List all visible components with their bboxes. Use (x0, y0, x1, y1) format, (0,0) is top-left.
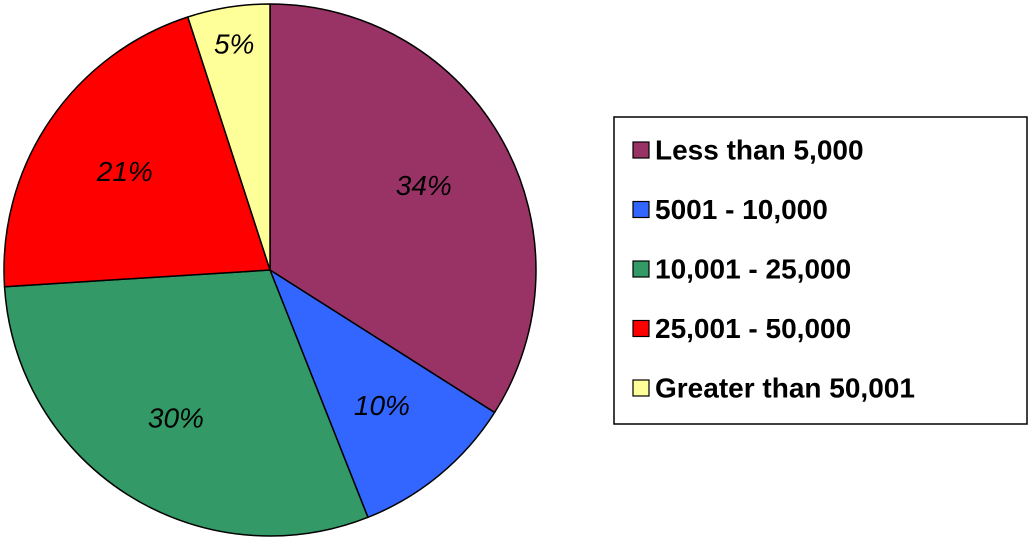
legend-label-2: 10,001 - 25,000 (655, 254, 851, 285)
pie-slice-4 (187, 3, 271, 271)
pie-data-label-3: 21% (96, 156, 153, 187)
legend-swatch-4 (632, 379, 650, 397)
pie-data-label-2: 30% (148, 403, 204, 434)
pie-slices (3, 3, 537, 537)
legend-swatch-0 (632, 141, 650, 159)
legend: Less than 5,000 5001 - 10,000 10,001 - 25,… (613, 116, 1028, 425)
legend-label-1: 5001 - 10,000 (655, 194, 828, 225)
legend-label-3: 25,001 - 50,000 (655, 313, 851, 344)
pie-slice-0 (269, 3, 537, 414)
pie-data-label-0: 34% (396, 170, 452, 201)
legend-swatch-1 (632, 200, 650, 219)
pie-slice-3 (3, 16, 271, 288)
pie-slice-2 (3, 269, 369, 537)
legend-swatch-3 (632, 319, 650, 338)
pie-data-label-4: 5% (214, 29, 254, 60)
legend-label-0: Less than 5,000 (655, 135, 864, 166)
pie-data-label-1: 10% (354, 390, 410, 421)
pie-data-labels: 34% 10% 30% 21% 5% (96, 29, 452, 434)
pie-slice-1 (269, 269, 496, 519)
legend-label-4: Greater than 50,001 (655, 373, 915, 404)
legend-swatch-2 (632, 260, 650, 278)
legend-box (613, 116, 1028, 425)
